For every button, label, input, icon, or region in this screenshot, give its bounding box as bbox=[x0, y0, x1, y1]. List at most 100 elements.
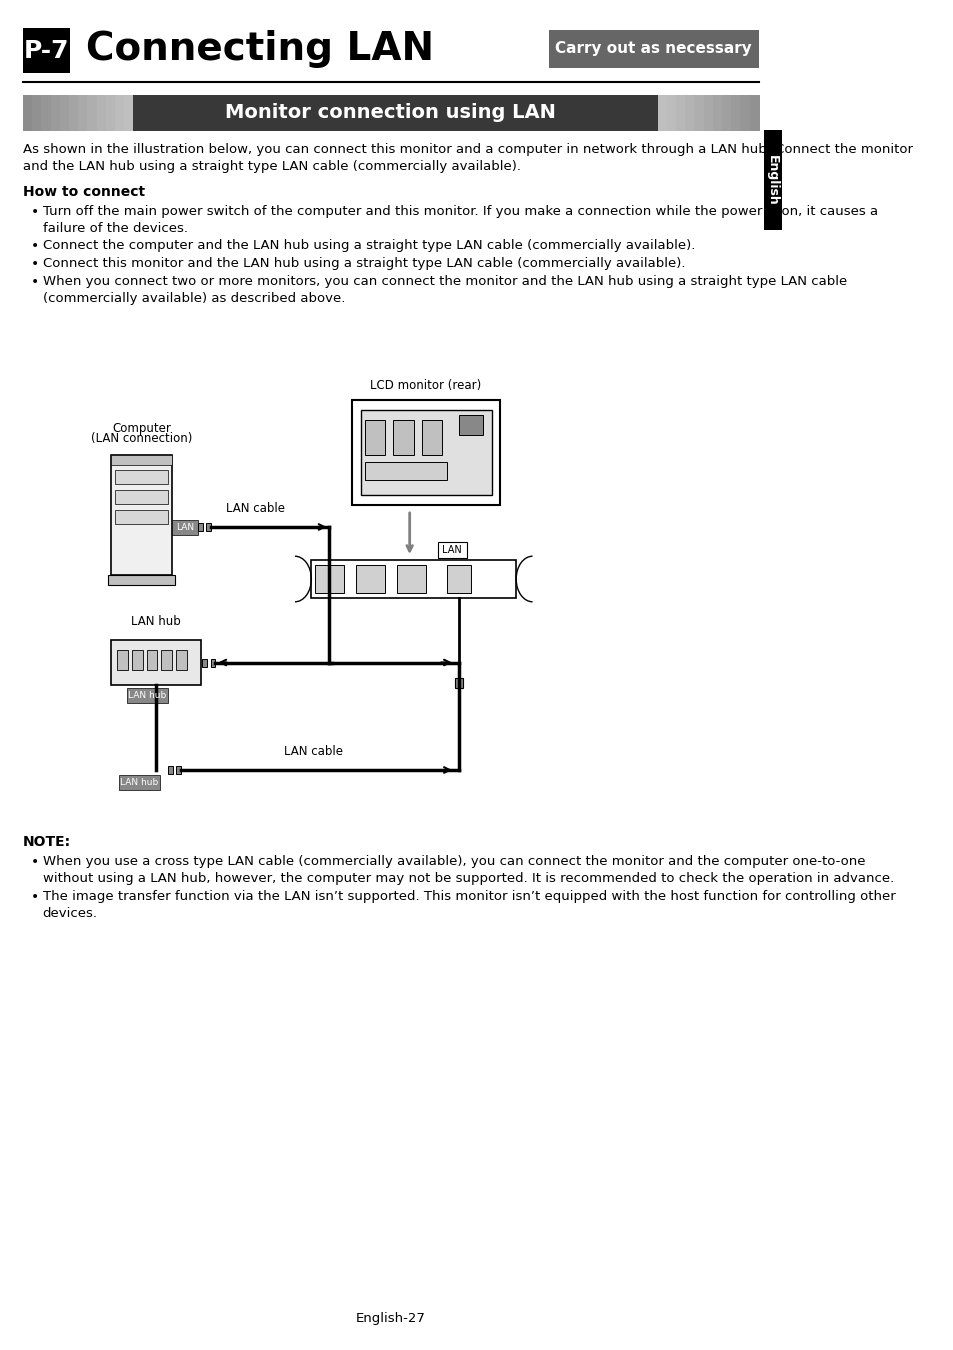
Bar bbox=[381, 95, 392, 131]
Bar bbox=[702, 95, 713, 131]
Text: How to connect: How to connect bbox=[23, 185, 145, 198]
Bar bbox=[721, 95, 731, 131]
Bar bbox=[364, 462, 446, 481]
Bar bbox=[409, 95, 418, 131]
Bar bbox=[712, 95, 722, 131]
Bar bbox=[271, 95, 281, 131]
Bar bbox=[601, 95, 612, 131]
Text: When you connect two or more monitors, you can connect the monitor and the LAN h: When you connect two or more monitors, y… bbox=[43, 275, 846, 305]
Text: Connect this monitor and the LAN hub using a straight type LAN cable (commercial: Connect this monitor and the LAN hub usi… bbox=[43, 256, 684, 270]
Text: LAN: LAN bbox=[176, 522, 194, 532]
Bar bbox=[127, 688, 168, 703]
Bar bbox=[96, 95, 107, 131]
Bar bbox=[69, 95, 79, 131]
Bar bbox=[60, 95, 70, 131]
Bar bbox=[51, 95, 60, 131]
Bar bbox=[611, 95, 621, 131]
Bar bbox=[172, 520, 198, 535]
Text: P-7: P-7 bbox=[24, 39, 70, 63]
Bar bbox=[114, 470, 168, 485]
Bar bbox=[397, 566, 426, 593]
Bar bbox=[352, 400, 499, 505]
Text: •: • bbox=[31, 256, 39, 271]
Bar bbox=[620, 95, 630, 131]
Text: LAN cable: LAN cable bbox=[284, 745, 342, 757]
Bar bbox=[124, 95, 134, 131]
Bar bbox=[197, 95, 208, 131]
Text: English-27: English-27 bbox=[355, 1312, 425, 1324]
Bar bbox=[114, 95, 125, 131]
Bar bbox=[317, 95, 327, 131]
Bar bbox=[211, 659, 215, 667]
Text: Connecting LAN: Connecting LAN bbox=[86, 30, 434, 68]
Bar bbox=[168, 765, 172, 774]
Bar bbox=[179, 95, 189, 131]
Bar bbox=[117, 649, 128, 670]
Bar bbox=[354, 95, 364, 131]
Bar bbox=[458, 414, 483, 435]
Bar bbox=[106, 95, 115, 131]
FancyBboxPatch shape bbox=[548, 30, 758, 68]
Bar bbox=[215, 95, 226, 131]
Text: LAN cable: LAN cable bbox=[226, 502, 285, 514]
Bar bbox=[364, 420, 385, 455]
Text: LAN hub: LAN hub bbox=[131, 616, 180, 628]
Bar bbox=[666, 95, 676, 131]
Text: •: • bbox=[31, 239, 39, 252]
Bar bbox=[78, 95, 88, 131]
Bar bbox=[298, 95, 309, 131]
Bar bbox=[528, 95, 538, 131]
Text: Connect the computer and the LAN hub using a straight type LAN cable (commercial: Connect the computer and the LAN hub usi… bbox=[43, 239, 694, 252]
Text: The image transfer function via the LAN isn’t supported. This monitor isn’t equi: The image transfer function via the LAN … bbox=[43, 890, 895, 919]
Text: •: • bbox=[31, 205, 39, 219]
Bar bbox=[762, 130, 781, 230]
Bar bbox=[436, 95, 446, 131]
Bar bbox=[114, 510, 168, 524]
Bar bbox=[629, 95, 639, 131]
Bar bbox=[111, 455, 172, 575]
Bar bbox=[446, 95, 456, 131]
Bar bbox=[133, 95, 143, 131]
Bar bbox=[421, 420, 442, 455]
Text: LCD monitor (rear): LCD monitor (rear) bbox=[370, 379, 481, 391]
Bar bbox=[189, 95, 198, 131]
Bar bbox=[344, 95, 355, 131]
Bar bbox=[455, 95, 465, 131]
Bar bbox=[280, 95, 290, 131]
Bar bbox=[262, 95, 272, 131]
Bar bbox=[360, 410, 491, 495]
Bar bbox=[482, 95, 493, 131]
Bar bbox=[308, 95, 317, 131]
Bar bbox=[114, 490, 168, 504]
Bar bbox=[147, 649, 157, 670]
Bar bbox=[537, 95, 547, 131]
Bar bbox=[574, 95, 584, 131]
Bar bbox=[290, 95, 299, 131]
Bar bbox=[363, 95, 373, 131]
Bar bbox=[583, 95, 594, 131]
Bar bbox=[88, 95, 97, 131]
Bar bbox=[161, 649, 172, 670]
Text: •: • bbox=[31, 855, 39, 869]
Text: LAN: LAN bbox=[442, 545, 461, 555]
Bar bbox=[234, 95, 244, 131]
Bar bbox=[519, 95, 529, 131]
Bar bbox=[170, 95, 180, 131]
Text: When you use a cross type LAN cable (commercially available), you can connect th: When you use a cross type LAN cable (com… bbox=[43, 855, 893, 886]
Bar bbox=[326, 95, 336, 131]
Bar bbox=[108, 575, 174, 585]
Bar bbox=[152, 95, 162, 131]
Bar bbox=[510, 95, 519, 131]
Bar bbox=[335, 95, 345, 131]
Bar bbox=[32, 95, 42, 131]
Bar bbox=[132, 649, 142, 670]
Text: Turn off the main power switch of the computer and this monitor. If you make a c: Turn off the main power switch of the co… bbox=[43, 205, 877, 235]
Bar bbox=[500, 95, 511, 131]
Bar bbox=[492, 95, 501, 131]
Bar bbox=[315, 566, 344, 593]
Bar bbox=[391, 95, 400, 131]
Bar bbox=[740, 95, 750, 131]
Bar bbox=[393, 420, 414, 455]
Bar bbox=[639, 95, 648, 131]
Bar bbox=[119, 775, 159, 790]
